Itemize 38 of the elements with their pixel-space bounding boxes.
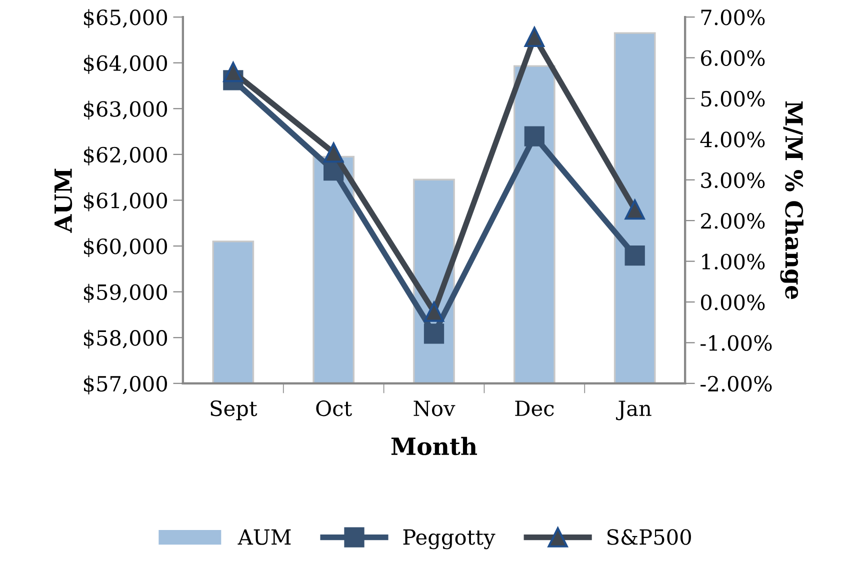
x-tick-label: Oct — [316, 400, 352, 416]
x-axis-title: Month — [391, 436, 478, 456]
x-tick-label: Dec — [515, 400, 554, 416]
legend-label: S&P500 — [607, 529, 691, 545]
y-axis-title: AUM — [54, 168, 72, 233]
x-tick-label: Nov — [414, 400, 456, 416]
y-tick-label: $62,000 — [84, 146, 167, 166]
point — [524, 126, 544, 146]
y-tick-label: $57,000 — [84, 375, 167, 394]
y2-tick-label: -1.00% — [700, 335, 772, 351]
point — [524, 26, 544, 48]
y-tick-label: $64,000 — [84, 54, 167, 74]
y2-tick-label: 3.00% — [701, 172, 765, 188]
y-tick-label: $59,000 — [84, 284, 167, 303]
y2-tick-label: 0.00% — [701, 294, 765, 310]
point — [424, 324, 444, 344]
y2-axis-title: M/M % Change — [780, 101, 804, 300]
y-tick-label: $60,000 — [84, 238, 167, 257]
legend-label: AUM — [238, 529, 291, 545]
y2-tick-label: 1.00% — [702, 254, 765, 270]
y2-tick-label: 6.00% — [701, 50, 765, 66]
legend-label: Peggotty — [403, 529, 496, 550]
y2-tick-label: 5.00% — [701, 90, 765, 107]
y2-tick-label: -2.00% — [700, 376, 772, 392]
y2-tick-label: 7.00% — [701, 9, 765, 26]
y2-tick-label: 2.00% — [701, 213, 765, 229]
y-tick-label: $63,000 — [84, 100, 167, 120]
y-tick-label: $61,000 — [84, 192, 167, 212]
x-tick-label: Jan — [616, 400, 652, 420]
y-tick-label: $58,000 — [84, 330, 167, 349]
point — [624, 200, 645, 220]
point — [324, 142, 344, 163]
y-tick-label: $65,000 — [84, 9, 167, 28]
point — [223, 62, 244, 82]
y2-tick-label: 4.00% — [700, 132, 765, 148]
point — [424, 302, 444, 322]
point — [624, 246, 645, 266]
x-tick-label: Sept — [210, 400, 258, 420]
